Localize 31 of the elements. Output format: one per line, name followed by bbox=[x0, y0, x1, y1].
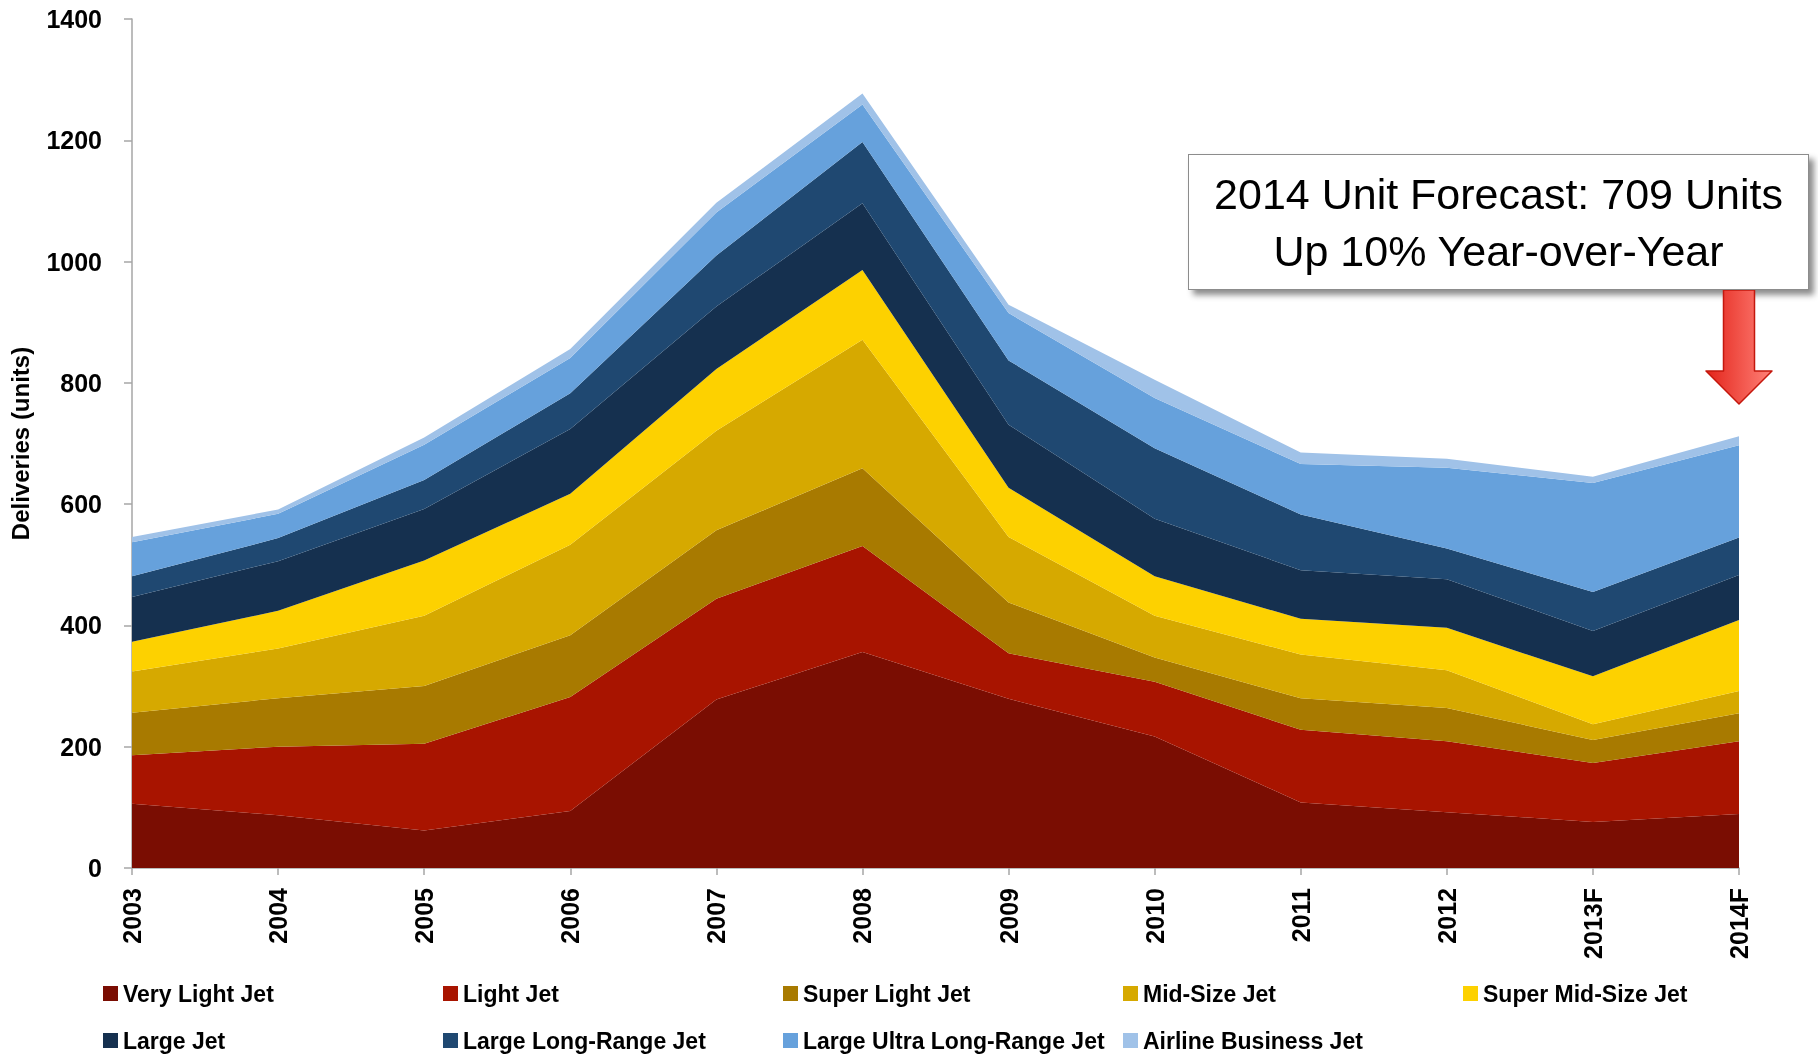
legend-label: Very Light Jet bbox=[123, 980, 275, 1007]
legend-label: Super Light Jet bbox=[803, 980, 971, 1007]
y-tick-label: 1000 bbox=[46, 247, 102, 276]
x-tick-label: 2012 bbox=[1432, 888, 1461, 944]
legend-label: Large Jet bbox=[123, 1027, 226, 1054]
legend-label: Super Mid-Size Jet bbox=[1483, 980, 1688, 1007]
y-tick-label: 600 bbox=[60, 490, 102, 519]
x-tick-label: 2013F bbox=[1578, 888, 1607, 959]
legend-label: Airline Business Jet bbox=[1143, 1027, 1364, 1054]
y-tick-label: 200 bbox=[60, 732, 102, 761]
y-tick-label: 1200 bbox=[46, 126, 102, 155]
x-tick-label: 2006 bbox=[556, 888, 585, 944]
y-tick-label: 400 bbox=[60, 611, 102, 640]
y-tick-label: 800 bbox=[60, 368, 102, 397]
y-axis-title: Deliveries (units) bbox=[6, 346, 34, 541]
legend-label: Light Jet bbox=[463, 980, 560, 1007]
x-tick-label: 2007 bbox=[702, 888, 731, 944]
legend-label: Mid-Size Jet bbox=[1143, 980, 1277, 1007]
y-tick-label: 1400 bbox=[46, 5, 102, 33]
x-tick-label: 2003 bbox=[118, 888, 146, 944]
legend-label: Large Long-Range Jet bbox=[463, 1027, 707, 1054]
x-tick-label: 2011 bbox=[1286, 887, 1315, 943]
x-tick-label: 2005 bbox=[410, 887, 439, 944]
x-tick-label: 2010 bbox=[1140, 888, 1169, 944]
x-tick-label: 2004 bbox=[264, 887, 293, 944]
x-tick-label: 2014F bbox=[1725, 888, 1753, 959]
annotation: 2014 Unit Forecast: 709 Units Up 10% Year-over-Year bbox=[1214, 168, 1783, 276]
x-tick-label: 2008 bbox=[848, 887, 877, 944]
x-tick-label: 2009 bbox=[994, 888, 1023, 944]
legend-label: Large Ultra Long-Range Jet bbox=[803, 1027, 1105, 1054]
y-tick-label: 0 bbox=[88, 854, 102, 882]
